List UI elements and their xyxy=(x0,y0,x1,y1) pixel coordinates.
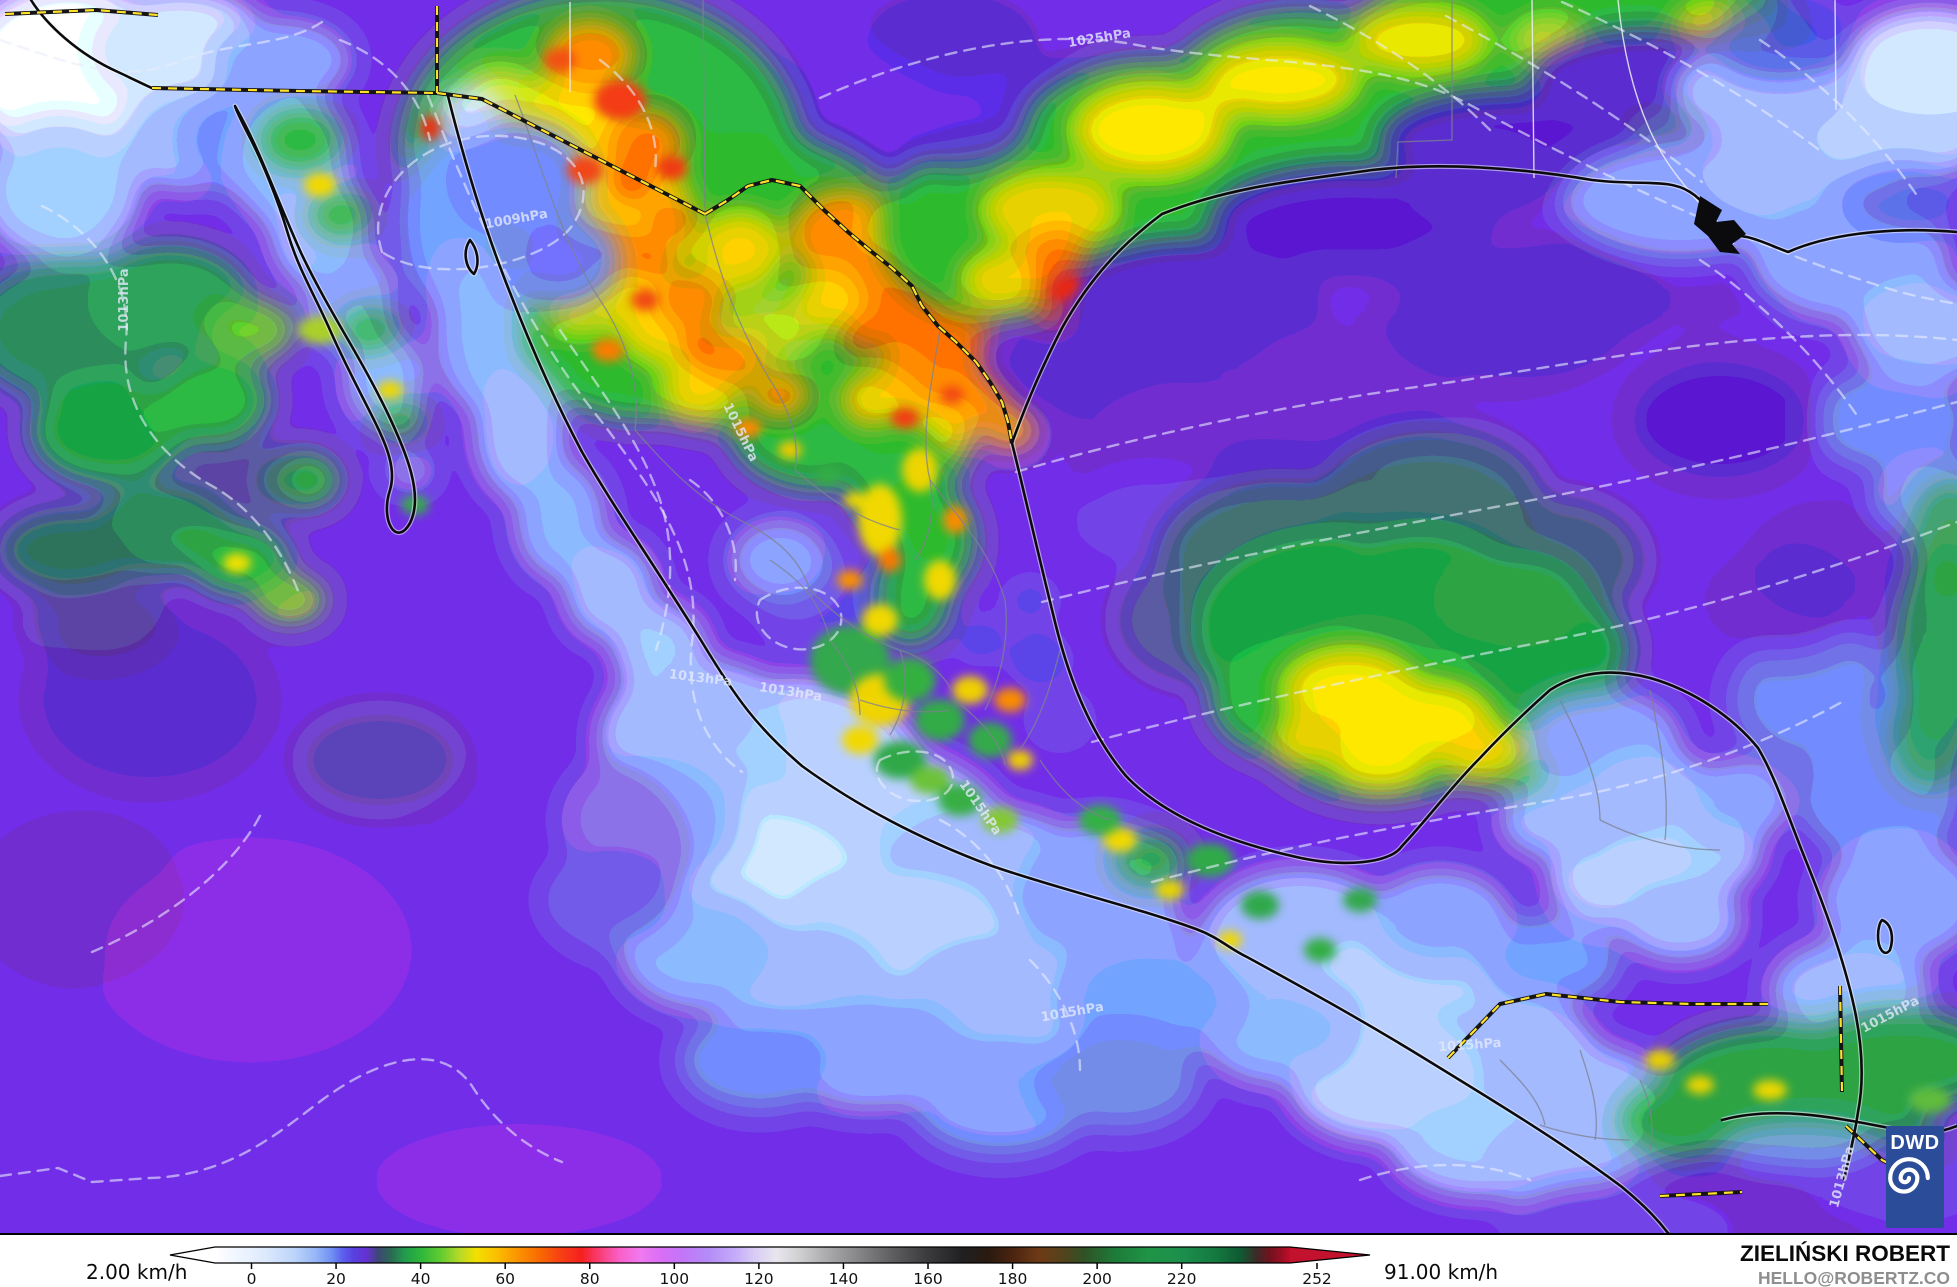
weather-map-canvas: 1013hPa 1009hPa 1025hPa 1015hPa 1013hPa 1013h… xyxy=(0,0,1957,1233)
legend-footer: 2.00 km/h 0 20 40 60 80 100 120 140 160 180 200 220… xyxy=(0,1233,1957,1287)
colorbar-tick-label: 200 xyxy=(1082,1270,1112,1287)
colorbar-tick-label: 160 xyxy=(913,1270,943,1287)
pressure-label: 1013hPa xyxy=(117,268,132,331)
dwd-logo-text: DWD xyxy=(1890,1132,1940,1154)
colorbar-outline xyxy=(169,1246,1371,1264)
international-borders xyxy=(4,6,1933,1198)
colorbar-tick-label: 180 xyxy=(998,1270,1028,1287)
isobar-lines xyxy=(0,0,1957,1184)
wind-gust-field-map: 1013hPa1009hPa1025hPa1015hPa1013hPa1013h… xyxy=(0,0,1957,1233)
dwd-logo: DWD xyxy=(1886,1126,1944,1228)
legend-min-label: 2.00 km/h xyxy=(86,1260,187,1284)
colorbar-tick-label: 40 xyxy=(411,1270,431,1287)
colorbar xyxy=(215,1247,1290,1263)
pressure-label: 1015hPa xyxy=(1438,1036,1502,1055)
colorbar-tick-label: 20 xyxy=(326,1270,346,1287)
colorbar-tick-label: 140 xyxy=(829,1270,859,1287)
attribution-email: HELLO@ROBERTZ.CO xyxy=(1758,1268,1950,1287)
colorbar-tick-label: 80 xyxy=(580,1270,600,1287)
legend-max-label: 91.00 km/h xyxy=(1384,1260,1498,1284)
colorbar-tick-label: 120 xyxy=(744,1270,774,1287)
attribution-name: ZIELIŃSKI ROBERT xyxy=(1740,1241,1950,1266)
colorbar-ticks: 0 20 40 60 80 100 120 140 160 180 200 220 252 xyxy=(247,1263,1332,1287)
color-scale-legend: 2.00 km/h 0 20 40 60 80 100 120 140 160 180 200 220… xyxy=(86,1241,1950,1287)
colorbar-tick-label: 60 xyxy=(495,1270,515,1287)
wind-field-detail-layer xyxy=(223,48,1951,1113)
colorbar-tick-label: 0 xyxy=(247,1270,257,1287)
colorbar-left-arrow xyxy=(170,1247,215,1263)
wind-field-layer xyxy=(0,0,1957,1233)
colorbar-right-arrow xyxy=(1290,1247,1370,1263)
colorbar-tick-label: 252 xyxy=(1302,1270,1332,1287)
cyclone-spiral-icon xyxy=(1888,1157,1930,1194)
colorbar-tick-label: 220 xyxy=(1167,1270,1197,1287)
colorbar-tick-label: 100 xyxy=(660,1270,690,1287)
